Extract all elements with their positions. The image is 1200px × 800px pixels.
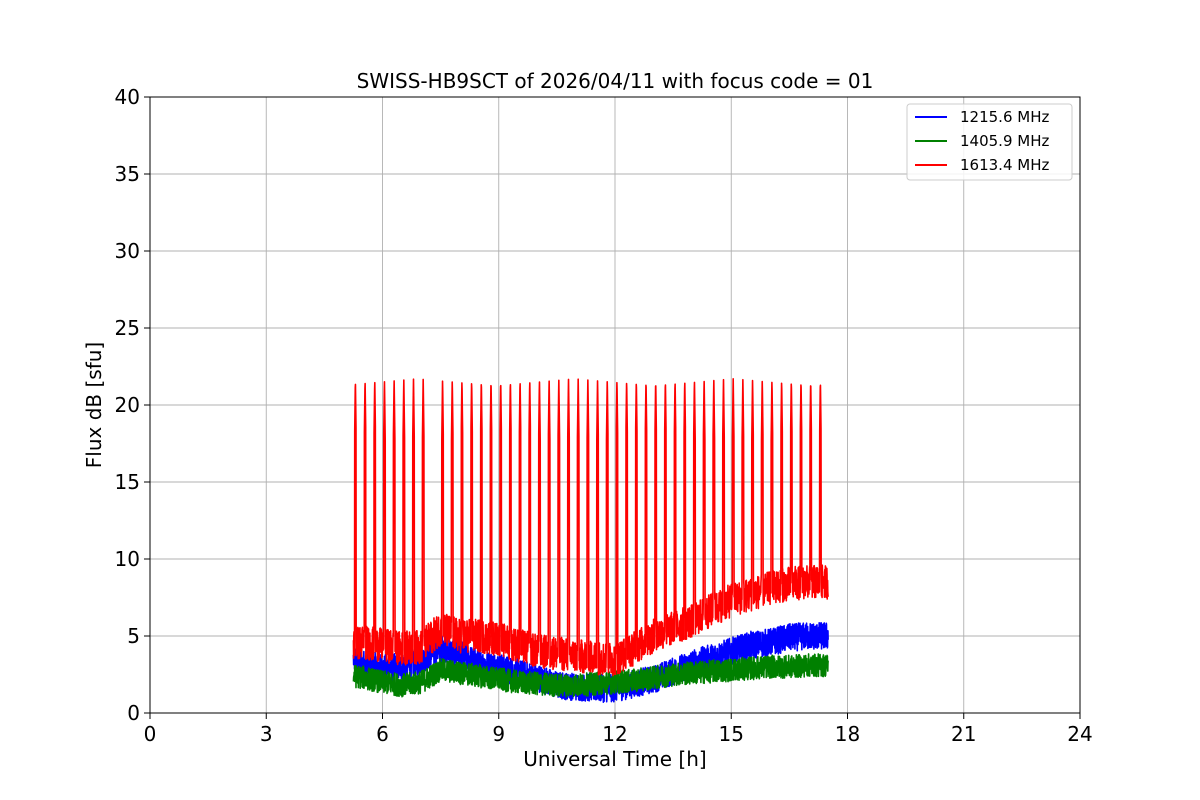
series-layer [352,378,829,703]
x-tick-label: 3 [260,722,273,746]
x-tick-label: 24 [1067,722,1092,746]
legend-box [906,103,1073,181]
chart-title: SWISS-HB9SCT of 2026/04/11 with focus co… [357,69,874,93]
x-axis: 0 3 6 9 12 15 18 21 24 [144,713,1093,746]
x-tick-label: 9 [492,722,505,746]
x-tick-label: 18 [835,722,860,746]
y-axis-label: Flux dB [sfu] [82,342,106,468]
legend-label: 1215.6 MHz [960,108,1049,126]
y-tick-label: 30 [115,239,140,263]
x-tick-label: 6 [376,722,389,746]
x-tick-label: 12 [602,722,627,746]
y-tick-label: 5 [127,624,140,648]
y-tick-label: 10 [115,547,140,571]
legend-label: 1613.4 MHz [960,156,1049,174]
y-tick-label: 20 [115,393,140,417]
series-line-1405-9-mhz [352,653,829,698]
x-axis-label: Universal Time [h] [523,747,706,771]
legend: 1215.6 MHz 1405.9 MHz 1613.4 MHz [906,103,1073,181]
y-tick-label: 0 [127,701,140,725]
y-axis: 0 5 10 15 20 25 30 35 40 [115,85,150,725]
x-tick-label: 0 [144,722,157,746]
y-tick-label: 40 [115,85,140,109]
x-tick-label: 21 [951,722,976,746]
y-tick-label: 35 [115,162,140,186]
legend-label: 1405.9 MHz [960,132,1049,150]
x-tick-label: 15 [719,722,744,746]
y-tick-label: 25 [115,316,140,340]
y-tick-label: 15 [115,470,140,494]
series-line-1613-4-mhz [352,378,829,677]
